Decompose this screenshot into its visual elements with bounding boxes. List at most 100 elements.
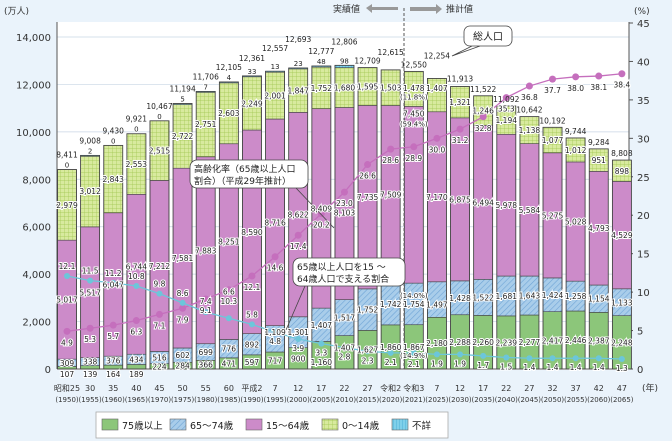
support-ratio-label: 1.4: [593, 363, 605, 372]
x-tick-year: (1970): [148, 396, 172, 404]
segment-value-label: 7,883: [195, 246, 217, 255]
support-ratio-point: [387, 349, 394, 356]
total-value-label: 11,194: [169, 85, 195, 94]
segment-value-label: 3,012: [79, 187, 101, 196]
segment-value-label: 284: [175, 362, 190, 371]
aging-rate-label: 10.3: [220, 297, 237, 306]
support-ratio-label: 1.3: [616, 364, 628, 373]
x-tick-year: (2050): [541, 396, 565, 404]
segment-value-label: 5,028: [565, 218, 587, 227]
x-tick-label: 7: [434, 384, 439, 393]
unknown-value-label: 4: [227, 74, 232, 82]
segment-value-label: 2,515: [149, 147, 171, 156]
support-ratio-point: [457, 351, 464, 358]
aging-rate-point: [525, 82, 533, 90]
segment-value-label: 2,603: [218, 109, 240, 118]
x-tick-year: (2021): [402, 396, 426, 404]
segment-value-label: 1,643: [519, 292, 541, 301]
x-tick-label: 50: [178, 384, 188, 393]
y2-axis-unit: (%): [634, 7, 650, 17]
segment-value-label: 1,478: [403, 84, 425, 93]
segment-value-label: 900: [291, 354, 306, 363]
support-ratio-label: 1.9: [431, 359, 443, 368]
y-tick-label: 8,000: [22, 175, 51, 186]
segment-value-label: 471: [222, 359, 237, 368]
x-tick-label: 32: [547, 384, 557, 393]
bar-outline: [149, 120, 170, 370]
legend-swatch: [101, 418, 119, 431]
aging-rate-point: [410, 143, 418, 151]
segment-value-label: 1,258: [565, 292, 587, 301]
x-tick-label: 27: [362, 384, 372, 393]
segment-value-label: 2,180: [426, 339, 448, 348]
y-tick-label: 0: [45, 365, 51, 376]
segment-value-label: 224: [152, 362, 167, 371]
segment-value-label: 7,735: [357, 193, 379, 202]
support-callout-bubble: [292, 257, 406, 287]
total-value-label: 12,693: [285, 35, 311, 44]
aging-rate-point: [340, 188, 348, 196]
bar-outline: [611, 159, 632, 370]
segment-value-label: 1,742: [380, 300, 402, 309]
aging-rate-point: [294, 231, 302, 239]
total-value-label: 12,709: [354, 57, 380, 66]
support-ratio-label: 3.9: [292, 344, 304, 353]
support-ratio-point: [341, 344, 348, 351]
aging-rate-label: 38.4: [614, 81, 631, 90]
segment-value-label: 2,239: [496, 338, 518, 347]
x-tick-label: 47: [617, 384, 627, 393]
segment-value-label: 1,160: [311, 358, 333, 367]
aging-callout-bubble: [189, 159, 309, 189]
x-tick-year: (1955): [78, 396, 102, 404]
segment-value-label: 8,251: [218, 238, 240, 247]
unknown-value-label: 5: [180, 96, 184, 104]
x-tick-label: 37: [571, 384, 581, 393]
support-ratio-label: 11.5: [82, 267, 99, 276]
segment-value-label: 1,680: [334, 84, 356, 93]
segment-value-label: 5,517: [79, 288, 101, 297]
unknown-value-label: 2: [88, 147, 92, 155]
aging-rate-label: 31.2: [452, 136, 469, 145]
share-label: (14.9%): [400, 352, 428, 360]
total-value-label: 12,557: [262, 44, 288, 53]
segment-value-label: 898: [615, 167, 630, 176]
support-ratio-label: 11.2: [105, 269, 122, 278]
segment-value-label: 1,301: [287, 328, 309, 337]
share-label: (14.0%): [400, 292, 428, 300]
x-tick-label: 60: [224, 384, 234, 393]
support-ratio-point: [295, 336, 302, 343]
segment-value-label: 5,275: [542, 211, 564, 220]
support-ratio-label: 2.1: [385, 358, 397, 367]
total-value-label: 10,467: [146, 102, 172, 111]
support-ratio-point: [503, 354, 510, 361]
x-tick-year: (2045): [518, 396, 542, 404]
x-tick-year: (1985): [217, 396, 241, 404]
bar-outline: [380, 69, 401, 370]
segment-value-label: 1,109: [264, 328, 286, 337]
segment-value-label: 1,138: [519, 126, 541, 135]
aging-rate-point: [595, 72, 603, 80]
support-ratio-label: 2.3: [362, 356, 374, 365]
segment-value-label: 2,248: [611, 338, 633, 347]
segment-value-label: 2,001: [264, 91, 286, 100]
total-value-label: 12,254: [424, 51, 450, 60]
support-ratio-point: [618, 356, 625, 363]
segment-value-label: 4,529: [611, 231, 633, 240]
x-tick-year: (1960): [102, 396, 126, 404]
aging-rate-label: 20.2: [313, 221, 330, 230]
segment-value-label: 1,407: [334, 343, 356, 352]
segment-value-label: 1,860: [380, 343, 402, 352]
x-tick-label: 17: [316, 384, 326, 393]
segment-value-label: 338: [83, 358, 98, 367]
support-ratio-point: [595, 355, 602, 362]
total-callout: 総人口: [473, 30, 503, 43]
total-value-label: 12,777: [308, 47, 334, 56]
aging-rate-point: [387, 145, 395, 153]
support-ratio-point: [526, 355, 533, 362]
segment-value-label: 1,133: [611, 298, 633, 307]
support-ratio-point: [480, 352, 487, 359]
x-tick-label: 27: [524, 384, 534, 393]
aging-rate-label: 28.6: [382, 156, 399, 165]
y2-tick-label: 15: [637, 250, 650, 261]
total-callout-bubble: [451, 25, 513, 57]
